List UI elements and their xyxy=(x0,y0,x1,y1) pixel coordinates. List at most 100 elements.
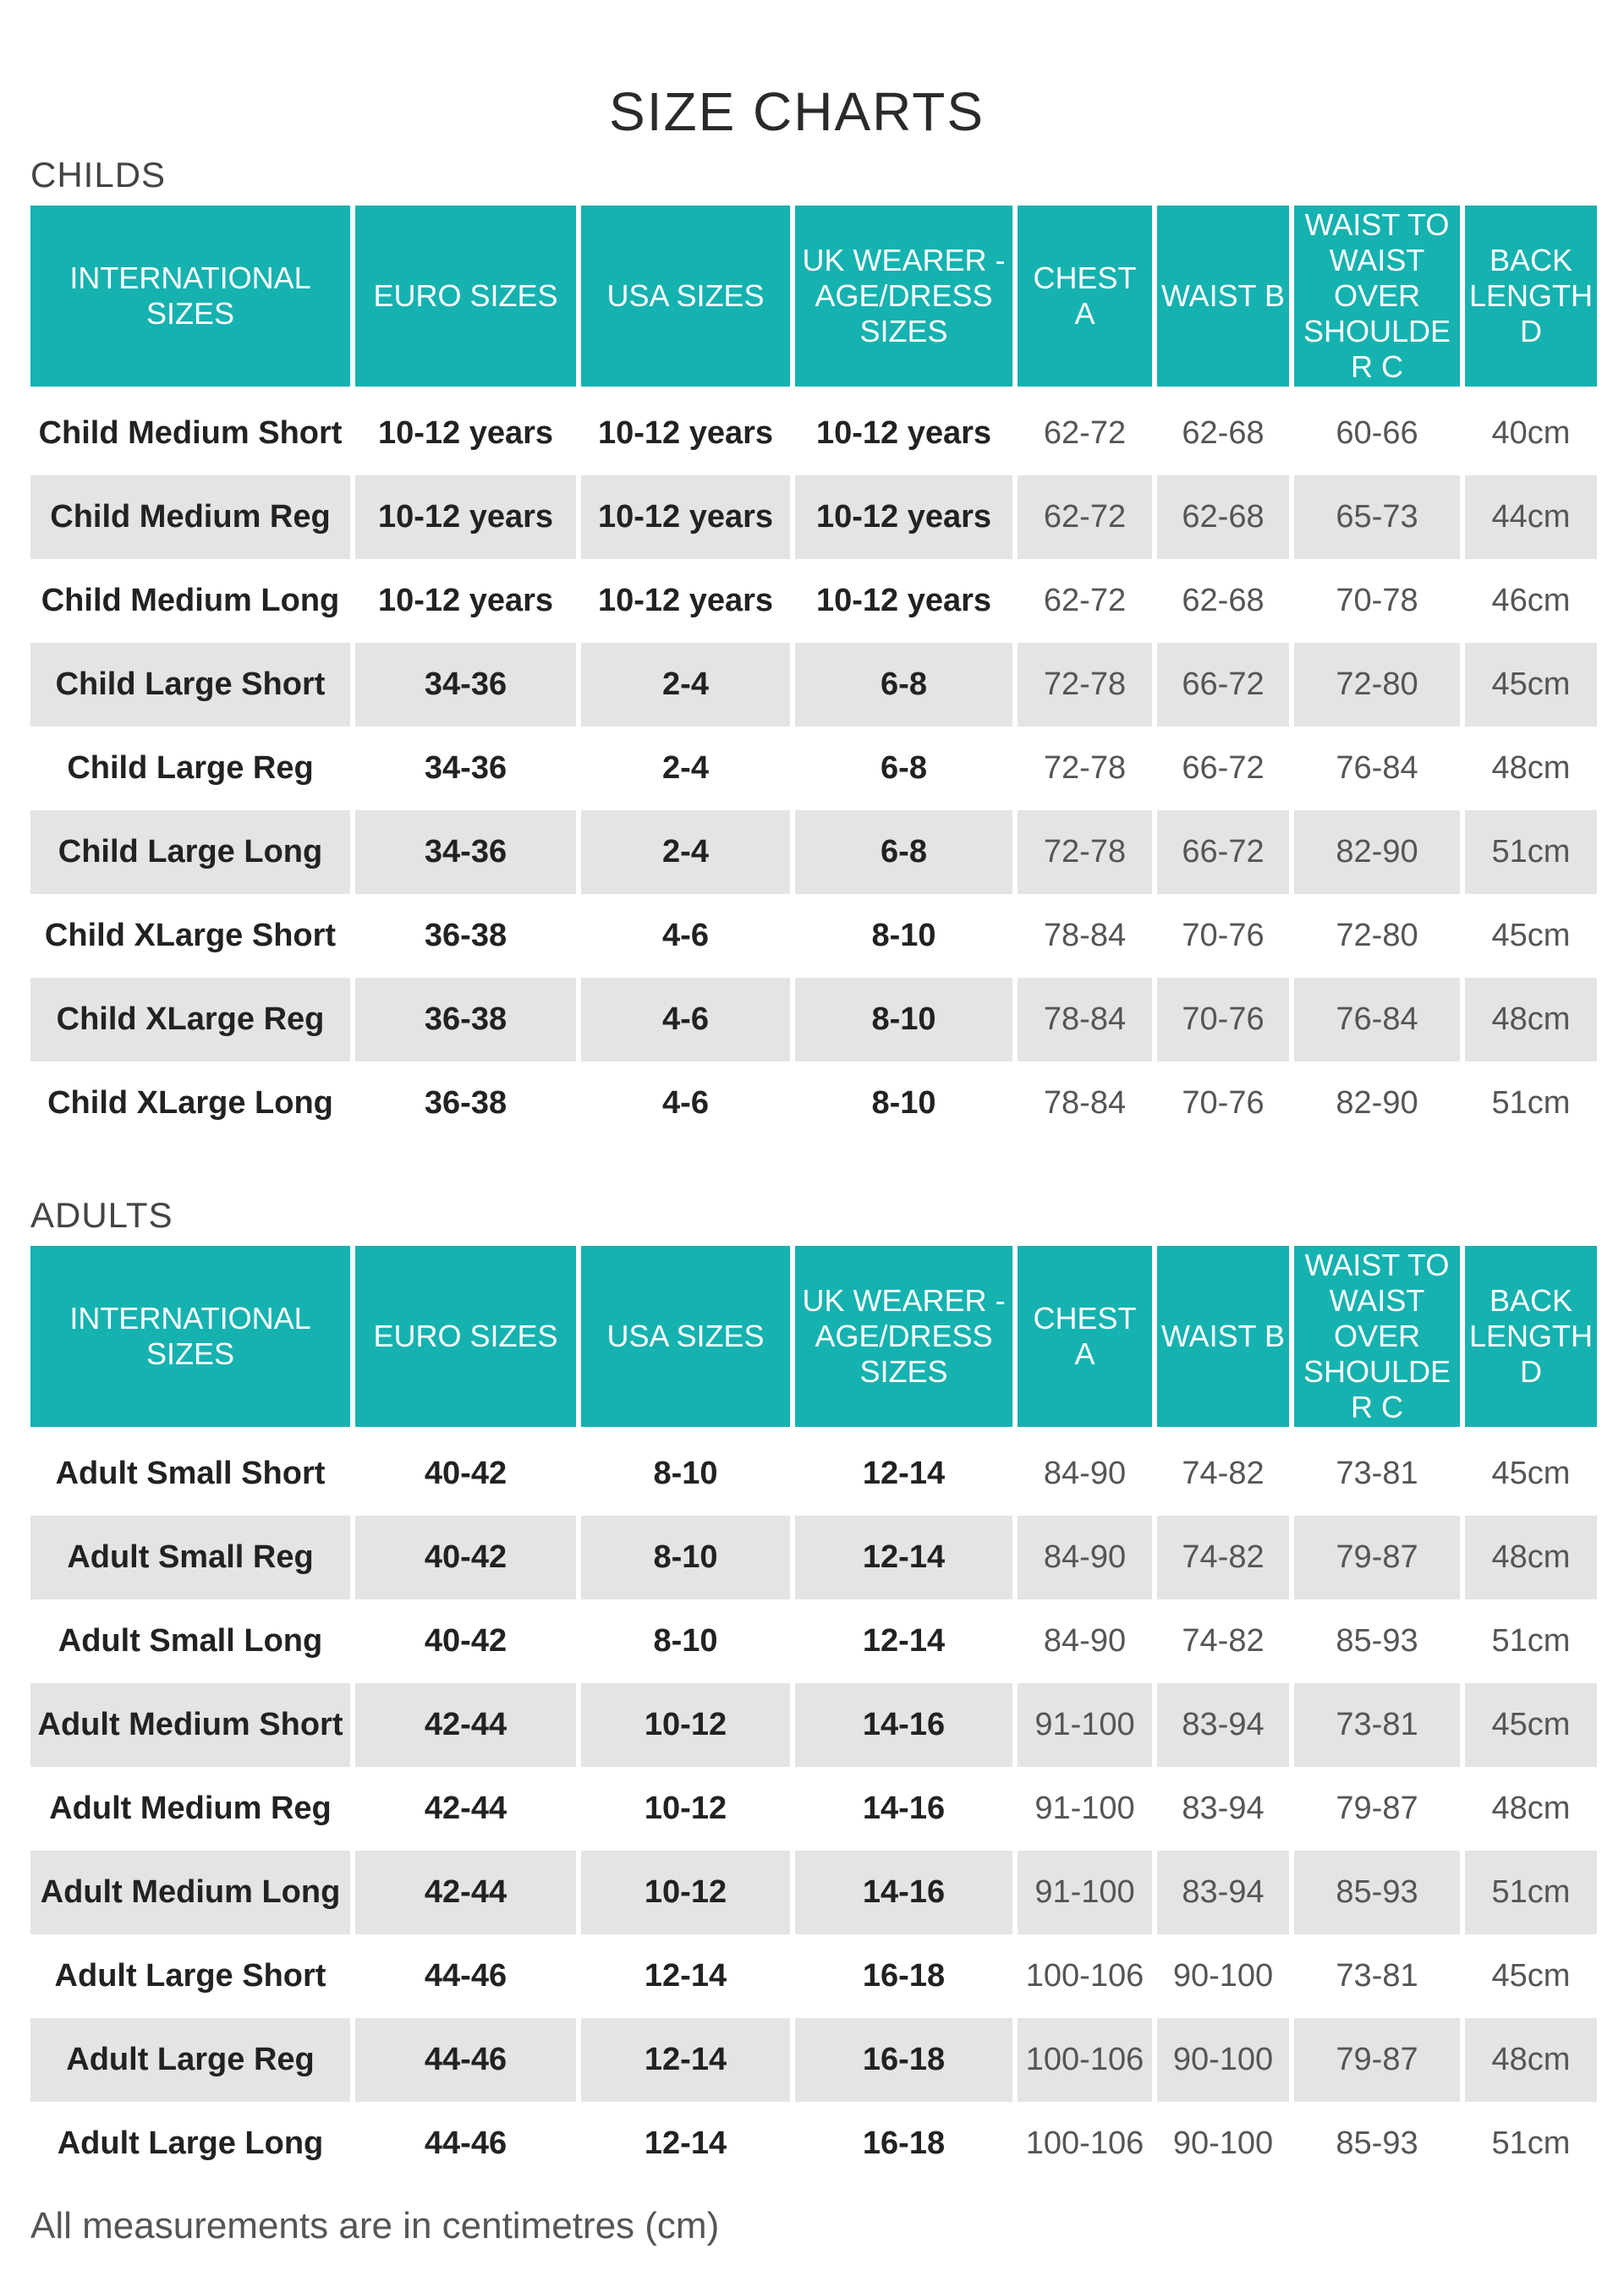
cell-usa-size: 10-12 xyxy=(581,1767,790,1851)
cell-euro-size: 34-36 xyxy=(355,810,576,894)
cell-euro-size: 44-46 xyxy=(355,1934,576,2018)
cell-waist-to-waist: 79-87 xyxy=(1294,1516,1460,1599)
cell-back-length: 48cm xyxy=(1465,1516,1597,1599)
cell-back-length: 45cm xyxy=(1465,1934,1597,2018)
cell-back-length: 46cm xyxy=(1465,559,1597,643)
cell-uk-size: 6-8 xyxy=(795,810,1012,894)
table-row: Adult Medium Reg 42-44 10-12 14-16 91-100 83-… xyxy=(30,1767,1597,1851)
childs-size-table: INTERNATIONAL SIZES EURO SIZES USA SIZES UK… xyxy=(25,206,1602,1145)
cell-back-length: 45cm xyxy=(1465,643,1597,727)
cell-usa-size: 2-4 xyxy=(581,643,790,727)
cell-uk-size: 16-18 xyxy=(795,2018,1012,2102)
cell-waist-to-waist: 72-80 xyxy=(1294,894,1460,978)
cell-back-length: 51cm xyxy=(1465,2102,1597,2186)
cell-waist-to-waist: 79-87 xyxy=(1294,1767,1460,1851)
cell-usa-size: 8-10 xyxy=(581,1599,790,1683)
cell-waist-to-waist: 76-84 xyxy=(1294,727,1460,810)
header-international-size: INTERNATIONAL SIZES xyxy=(30,206,350,392)
cell-chest: 72-78 xyxy=(1018,810,1152,894)
cell-euro-size: 40-42 xyxy=(355,1432,576,1516)
cell-waist: 70-76 xyxy=(1157,1061,1289,1145)
cell-usa-size: 4-6 xyxy=(581,978,790,1061)
header-uk-size: UK WEARER - AGE/DRESS SIZES xyxy=(795,206,1012,392)
cell-waist: 66-72 xyxy=(1157,643,1289,727)
cell-uk-size: 8-10 xyxy=(795,894,1012,978)
cell-waist-to-waist: 60-66 xyxy=(1294,392,1460,475)
cell-back-length: 48cm xyxy=(1465,727,1597,810)
table-row: Adult Small Long 40-42 8-10 12-14 84-90 74-82… xyxy=(30,1599,1597,1683)
header-back-length: BACK LENGTH D xyxy=(1465,1246,1597,1432)
cell-waist-to-waist: 79-87 xyxy=(1294,2018,1460,2102)
cell-usa-size: 10-12 xyxy=(581,1851,790,1934)
cell-waist: 70-76 xyxy=(1157,894,1289,978)
cell-uk-size: 14-16 xyxy=(795,1851,1012,1934)
cell-back-length: 51cm xyxy=(1465,1599,1597,1683)
cell-international-size: Child XLarge Short xyxy=(30,894,350,978)
cell-back-length: 51cm xyxy=(1465,1851,1597,1934)
cell-usa-size: 8-10 xyxy=(581,1516,790,1599)
header-waist-to-waist: WAIST TO WAIST OVER SHOULDER C xyxy=(1294,206,1460,392)
cell-international-size: Child XLarge Reg xyxy=(30,978,350,1061)
cell-chest: 78-84 xyxy=(1018,1061,1152,1145)
cell-chest: 91-100 xyxy=(1018,1767,1152,1851)
table-row: Adult Small Reg 40-42 8-10 12-14 84-90 74-82 7… xyxy=(30,1516,1597,1599)
cell-uk-size: 10-12 years xyxy=(795,475,1012,559)
table-header-row: INTERNATIONAL SIZES EURO SIZES USA SIZES UK… xyxy=(30,1246,1597,1432)
header-uk-size: UK WEARER - AGE/DRESS SIZES xyxy=(795,1246,1012,1432)
cell-uk-size: 12-14 xyxy=(795,1516,1012,1599)
cell-back-length: 44cm xyxy=(1465,475,1597,559)
cell-waist-to-waist: 72-80 xyxy=(1294,643,1460,727)
cell-waist: 74-82 xyxy=(1157,1599,1289,1683)
cell-international-size: Child Medium Short xyxy=(30,392,350,475)
cell-euro-size: 44-46 xyxy=(355,2102,576,2186)
table-row: Adult Medium Short 42-44 10-12 14-16 91-100 8… xyxy=(30,1683,1597,1767)
cell-international-size: Child Medium Long xyxy=(30,559,350,643)
cell-chest: 100-106 xyxy=(1018,2018,1152,2102)
cell-usa-size: 2-4 xyxy=(581,810,790,894)
cell-waist-to-waist: 85-93 xyxy=(1294,1851,1460,1934)
header-euro-size: EURO SIZES xyxy=(355,1246,576,1432)
cell-euro-size: 36-38 xyxy=(355,894,576,978)
header-chest: CHEST A xyxy=(1018,206,1152,392)
cell-usa-size: 8-10 xyxy=(581,1432,790,1516)
measurement-footnote: All measurements are in centimetres (cm) xyxy=(30,2205,720,2246)
cell-chest: 100-106 xyxy=(1018,1934,1152,2018)
cell-waist: 83-94 xyxy=(1157,1851,1289,1934)
cell-waist-to-waist: 85-93 xyxy=(1294,2102,1460,2186)
cell-uk-size: 10-12 years xyxy=(795,392,1012,475)
cell-euro-size: 40-42 xyxy=(355,1516,576,1599)
cell-back-length: 40cm xyxy=(1465,392,1597,475)
table-row: Child Large Reg 34-36 2-4 6-8 72-78 66-72 76-8… xyxy=(30,727,1597,810)
cell-international-size: Adult Large Short xyxy=(30,1934,350,2018)
cell-euro-size: 42-44 xyxy=(355,1851,576,1934)
cell-international-size: Adult Large Reg xyxy=(30,2018,350,2102)
cell-international-size: Adult Small Short xyxy=(30,1432,350,1516)
cell-waist-to-waist: 82-90 xyxy=(1294,1061,1460,1145)
cell-back-length: 48cm xyxy=(1465,978,1597,1061)
cell-waist-to-waist: 73-81 xyxy=(1294,1683,1460,1767)
cell-back-length: 48cm xyxy=(1465,2018,1597,2102)
cell-international-size: Child Medium Reg xyxy=(30,475,350,559)
cell-waist: 70-76 xyxy=(1157,978,1289,1061)
cell-chest: 91-100 xyxy=(1018,1683,1152,1767)
cell-international-size: Child XLarge Long xyxy=(30,1061,350,1145)
cell-back-length: 51cm xyxy=(1465,1061,1597,1145)
cell-uk-size: 12-14 xyxy=(795,1599,1012,1683)
table-row: Child XLarge Short 36-38 4-6 8-10 78-84 70-76… xyxy=(30,894,1597,978)
cell-international-size: Adult Medium Long xyxy=(30,1851,350,1934)
cell-euro-size: 10-12 years xyxy=(355,559,576,643)
cell-international-size: Adult Medium Short xyxy=(30,1683,350,1767)
page-title: SIZE CHARTS xyxy=(609,80,985,142)
header-usa-size: USA SIZES xyxy=(581,206,790,392)
cell-uk-size: 14-16 xyxy=(795,1767,1012,1851)
cell-waist-to-waist: 76-84 xyxy=(1294,978,1460,1061)
cell-euro-size: 42-44 xyxy=(355,1767,576,1851)
cell-uk-size: 14-16 xyxy=(795,1683,1012,1767)
cell-chest: 91-100 xyxy=(1018,1851,1152,1934)
cell-international-size: Adult Medium Reg xyxy=(30,1767,350,1851)
table-row: Child Large Long 34-36 2-4 6-8 72-78 66-72 82-… xyxy=(30,810,1597,894)
cell-waist-to-waist: 82-90 xyxy=(1294,810,1460,894)
cell-euro-size: 44-46 xyxy=(355,2018,576,2102)
cell-chest: 72-78 xyxy=(1018,727,1152,810)
